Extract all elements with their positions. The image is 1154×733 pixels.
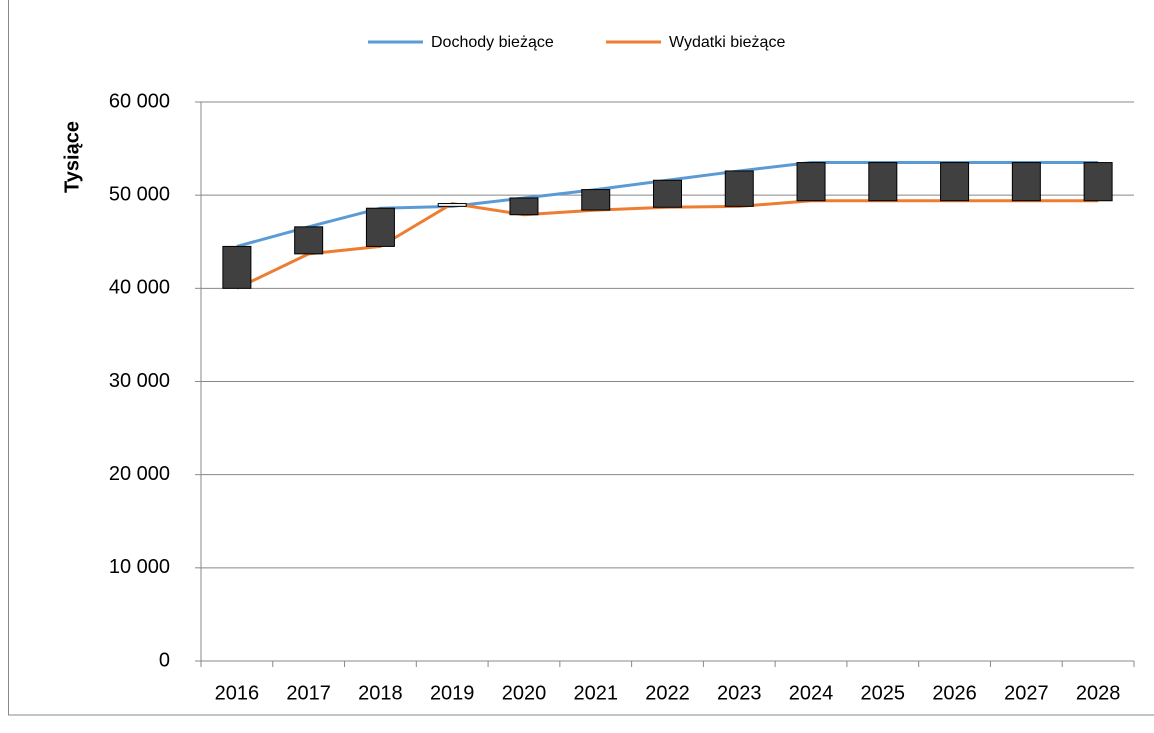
- up-down-bar: [653, 179, 682, 208]
- up-down-bar: [437, 203, 467, 207]
- up-down-bar: [294, 226, 324, 255]
- x-tick-label: 2025: [861, 682, 906, 704]
- x-tick-label: 2016: [215, 682, 260, 704]
- chart-frame: [8, 0, 1154, 716]
- y-tick-label: 30 000: [109, 370, 170, 392]
- x-tick-label: 2019: [430, 682, 475, 704]
- up-down-bar: [868, 162, 898, 202]
- up-down-bar: [1011, 162, 1041, 202]
- y-tick-label: 20 000: [109, 463, 170, 485]
- up-down-bar: [940, 162, 970, 202]
- x-tick-label: 2023: [717, 682, 762, 704]
- x-tick-label: 2018: [358, 682, 403, 704]
- y-axis-title: Tysiące: [61, 121, 83, 193]
- x-tick-label: 2017: [286, 682, 331, 704]
- up-down-bar: [724, 170, 754, 207]
- up-down-bar: [581, 189, 611, 211]
- x-tick-label: 2022: [645, 682, 690, 704]
- x-tick-label: 2020: [502, 682, 547, 704]
- up-down-bar: [796, 162, 826, 202]
- y-tick-label: 60 000: [109, 90, 170, 112]
- y-tick-label: 0: [159, 649, 170, 671]
- legend-label: Dochody bieżące: [431, 34, 554, 51]
- legend-label: Wydatki bieżące: [669, 34, 785, 51]
- up-down-bar: [509, 197, 539, 216]
- up-down-bar: [222, 245, 252, 289]
- x-tick-label: 2021: [573, 682, 618, 704]
- x-tick-label: 2024: [789, 682, 834, 704]
- x-tick-label: 2028: [1076, 682, 1121, 704]
- x-tick-label: 2026: [932, 682, 977, 704]
- x-tick-label: 2027: [1004, 682, 1049, 704]
- y-tick-label: 10 000: [109, 556, 170, 578]
- up-down-bar: [365, 207, 395, 247]
- y-tick-label: 40 000: [109, 277, 170, 299]
- up-down-bar: [1083, 162, 1113, 202]
- y-tick-label: 50 000: [109, 183, 170, 205]
